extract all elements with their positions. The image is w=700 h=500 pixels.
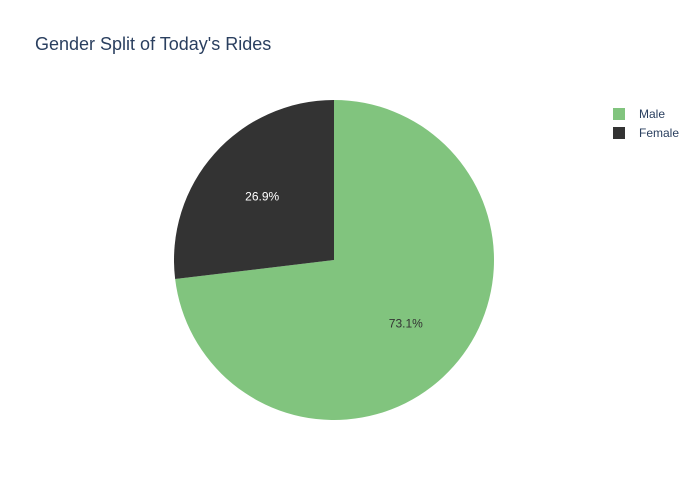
pie-slice-labels: 73.1% 26.9% [245, 189, 423, 330]
chart-title: Gender Split of Today's Rides [35, 34, 271, 54]
legend-item-female[interactable]: Female [613, 126, 679, 140]
slice-label-female: 26.9% [245, 189, 279, 203]
legend-label-female: Female [639, 126, 679, 140]
pie-slices [173, 100, 494, 421]
legend-swatch-female [613, 127, 625, 139]
legend-label-male: Male [639, 107, 665, 121]
legend-swatch-male [613, 108, 625, 120]
pie-slice-male[interactable] [175, 100, 494, 421]
legend[interactable]: Male Female [613, 107, 679, 140]
slice-label-male: 73.1% [389, 317, 423, 331]
legend-item-male[interactable]: Male [613, 107, 665, 121]
pie-slice-female[interactable] [173, 100, 334, 280]
